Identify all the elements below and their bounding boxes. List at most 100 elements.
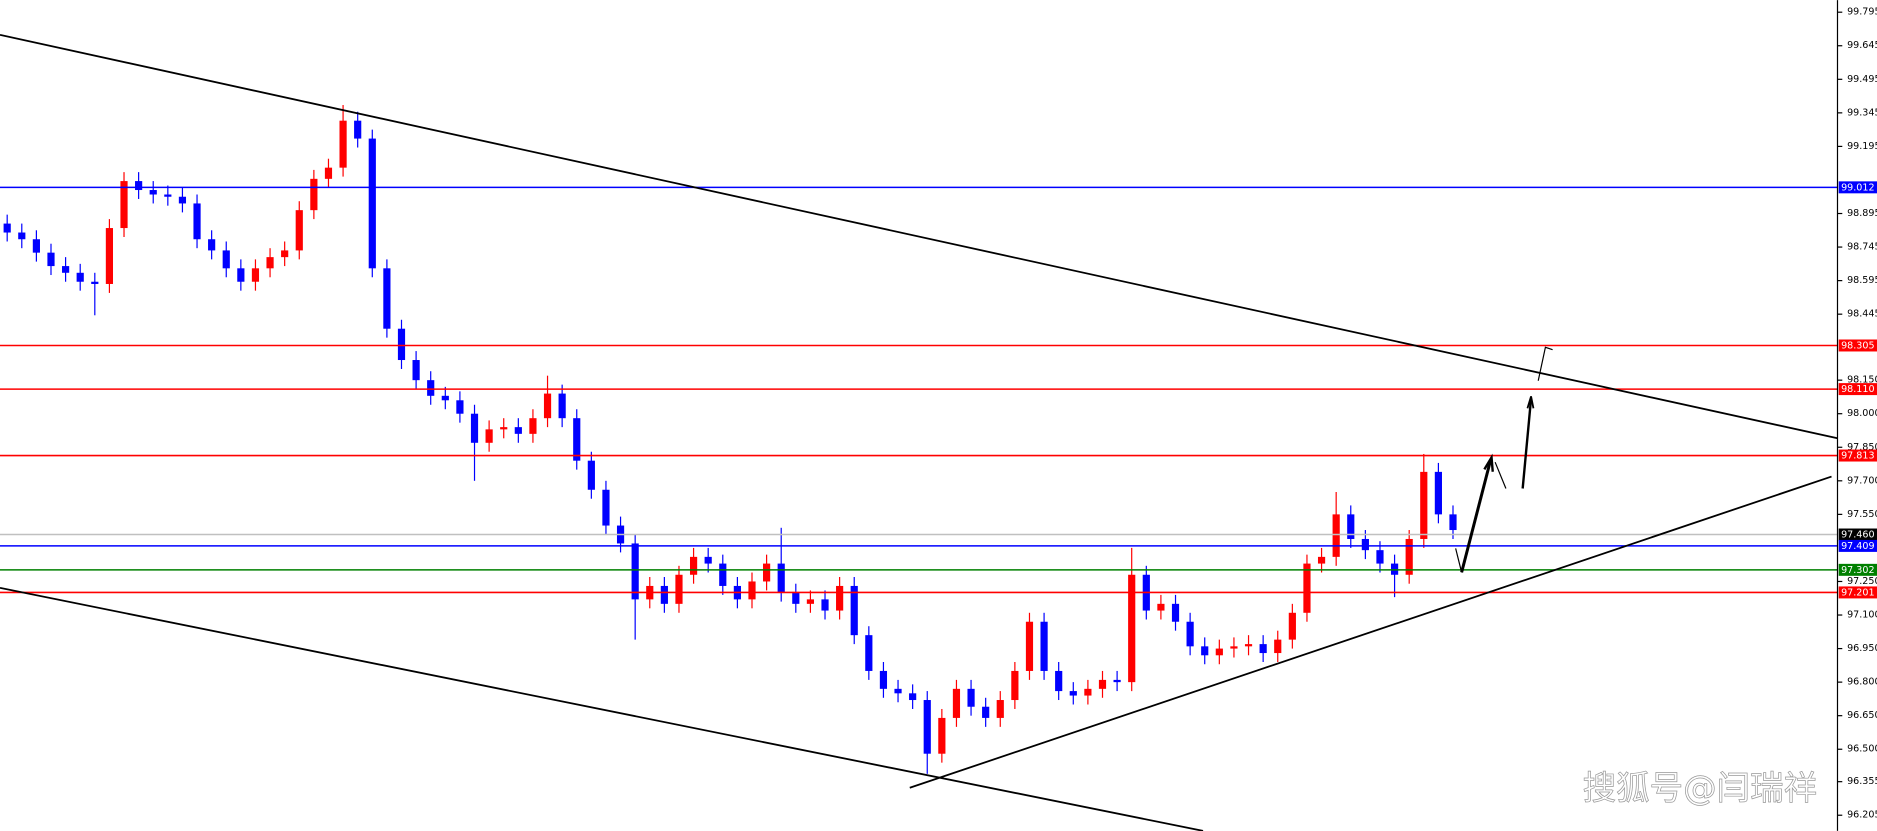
- candle-body: [850, 585, 858, 636]
- candle-body: [763, 563, 771, 582]
- candle-body: [631, 543, 639, 600]
- candle-body: [1128, 574, 1136, 683]
- candle-body: [164, 194, 172, 197]
- candle-body: [412, 360, 420, 381]
- y-tick-label: 96.800: [1847, 677, 1877, 688]
- level-label-box: [1838, 383, 1877, 396]
- candle-body: [719, 563, 727, 586]
- arrow-segment: [1537, 346, 1553, 381]
- watermark: 搜狐号@闫瑞祥: [1583, 769, 1818, 808]
- candle-body: [1332, 514, 1340, 557]
- candle-body: [1098, 679, 1107, 689]
- axis-labels: 99.795 99.645 99.495 99.345 99.195 98.895 98.7…: [1837, 7, 1877, 821]
- level-label: 99.012: [1841, 182, 1874, 193]
- candle-body: [1405, 538, 1413, 575]
- arrow-segment: [1494, 461, 1507, 489]
- candle-body: [1303, 563, 1311, 613]
- candle-body: [32, 239, 40, 253]
- y-tick-label: 96.205: [1847, 810, 1877, 821]
- candle-body: [1434, 471, 1442, 515]
- candle-body: [1040, 621, 1048, 671]
- candle-body: [441, 395, 449, 401]
- y-tick-label: 97.850: [1847, 442, 1877, 453]
- trend-line: [0, 586, 1204, 831]
- level-label-box: [1838, 563, 1877, 576]
- candle-body: [1201, 646, 1209, 656]
- level-label-box: [1838, 586, 1877, 599]
- candle-body: [792, 592, 800, 604]
- candle-body: [1244, 644, 1253, 647]
- candle-body: [105, 228, 114, 284]
- level-label-box: [1838, 539, 1877, 552]
- candle-body: [251, 268, 260, 282]
- candle-body: [62, 266, 70, 273]
- level-label: 97.201: [1841, 588, 1874, 599]
- candle-body: [1084, 688, 1092, 696]
- candle-body: [1157, 603, 1165, 611]
- candle-body: [1449, 514, 1457, 531]
- candle-body: [470, 413, 479, 443]
- y-tick-label: 98.745: [1847, 242, 1877, 253]
- y-tick-label: 97.250: [1847, 576, 1877, 587]
- arrow-head: [1526, 396, 1535, 409]
- y-tick-label: 98.445: [1847, 309, 1877, 320]
- level-label-box: [1838, 528, 1877, 541]
- candle-body: [704, 556, 712, 564]
- candle-body: [675, 574, 683, 604]
- arrow: [1521, 398, 1533, 489]
- level-label: 98.305: [1841, 341, 1874, 352]
- candle-body: [1171, 603, 1180, 622]
- candle-body: [135, 181, 143, 191]
- level-label-box: [1838, 181, 1877, 194]
- y-tick-label: 98.895: [1847, 208, 1877, 219]
- candle-body: [879, 670, 888, 689]
- y-tick-label: 99.345: [1847, 107, 1877, 118]
- candle-body: [1259, 644, 1267, 654]
- y-tick-label: 97.100: [1847, 610, 1877, 621]
- candle-body: [1317, 556, 1326, 564]
- candle-body: [18, 232, 26, 240]
- y-tick-label: 97.700: [1847, 475, 1877, 486]
- candle-body: [397, 328, 406, 361]
- y-tick-label: 99.645: [1847, 40, 1877, 51]
- trend-lines: [0, 33, 1838, 831]
- candle-body: [573, 418, 581, 461]
- arrow: [1460, 460, 1492, 573]
- arrow-head: [1483, 453, 1494, 472]
- candle-body: [660, 585, 668, 604]
- candle-body: [237, 268, 245, 282]
- candle-body: [1288, 612, 1296, 640]
- candle-body: [222, 250, 230, 269]
- candle-body: [295, 210, 303, 251]
- candle-body: [894, 688, 902, 694]
- candle-body: [587, 460, 595, 490]
- level-label: 97.302: [1841, 565, 1874, 576]
- candle-body: [836, 585, 844, 611]
- candle-body: [281, 250, 289, 258]
- candle-body: [777, 563, 785, 593]
- y-tick-label: 98.595: [1847, 275, 1877, 286]
- candle-body: [310, 178, 318, 211]
- candle-body: [1376, 550, 1384, 564]
- level-label-box: [1838, 449, 1877, 462]
- candle-body: [543, 393, 552, 419]
- candle-body: [1361, 538, 1369, 551]
- candle-body: [500, 427, 508, 430]
- candle-body: [1215, 648, 1223, 656]
- price-axis: [1837, 0, 1877, 831]
- candle-body: [47, 252, 55, 267]
- arrow-segment: [1455, 548, 1463, 573]
- y-tick-label: 96.355: [1847, 776, 1877, 787]
- candle-body: [602, 489, 610, 526]
- candle-body: [748, 581, 756, 600]
- candle-body: [193, 203, 201, 240]
- candle-body: [383, 268, 391, 329]
- candle-body: [208, 239, 216, 251]
- trend-line: [0, 33, 1838, 440]
- candle-body: [1011, 670, 1019, 701]
- y-tick-label: 99.195: [1847, 141, 1877, 152]
- candle-body: [982, 706, 990, 718]
- candle-body: [1420, 471, 1428, 539]
- candle-body: [529, 418, 537, 434]
